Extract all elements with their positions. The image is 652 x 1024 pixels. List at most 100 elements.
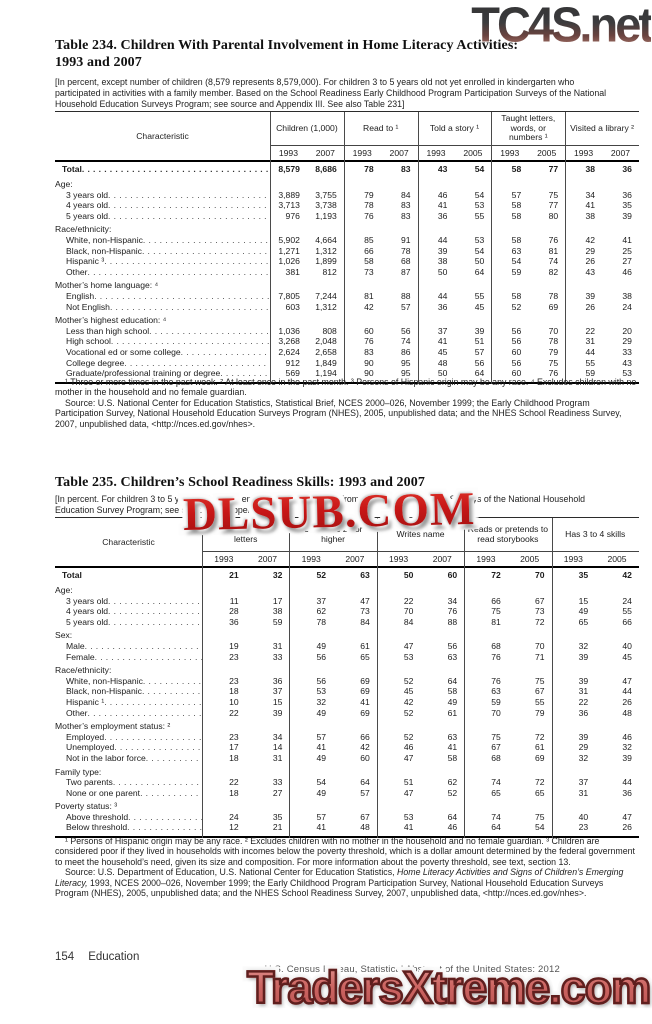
value-cell: [454, 179, 491, 190]
row-label: Less than high school: [66, 325, 150, 336]
value-cell: [344, 315, 381, 326]
column-divider: [491, 112, 493, 384]
value-cell: 47: [403, 640, 414, 651]
row-label-cell: 5 years old . . . . . . . . . . . . . . …: [55, 617, 202, 628]
value-cell: 42: [622, 570, 632, 580]
value-cell: 83: [401, 210, 411, 221]
row-label: 4 years old: [66, 200, 109, 211]
table-234-source-text: Source: U.S. National Center for Educati…: [55, 397, 622, 429]
value-cell: 54: [511, 256, 522, 267]
value-cell: 40: [622, 640, 632, 651]
value-cell: 24: [622, 301, 632, 312]
value-cell: 79: [534, 707, 545, 718]
value-cell: 39: [622, 752, 632, 763]
value-cell: 65: [578, 616, 589, 627]
table-row: None or one parent . . . . . . . . . . .…: [55, 788, 639, 799]
value-cell: 39: [622, 210, 632, 221]
value-cell: 69: [360, 686, 370, 697]
dot-leader: . . . . . . . . . . . . . . . . . . . . …: [124, 357, 270, 368]
table-header: Characteristic Recognizes all lettersCoun…: [55, 518, 639, 568]
dot-leader: . . . . . . . . . . . . . . . . . . . . …: [109, 301, 270, 312]
value-cell: [464, 665, 508, 676]
value-cell: 75: [491, 606, 501, 617]
value-cell: [528, 315, 565, 326]
row-values: 23 33 56 65 53 63 76 71 39 45: [202, 652, 639, 663]
row-values: 23 34 57 66 52 63 75 72 39 46: [202, 732, 639, 743]
column-divider: [551, 518, 553, 839]
year-header: 1993: [574, 148, 594, 158]
value-cell: 55: [534, 696, 545, 707]
value-cell: 31: [272, 752, 283, 763]
value-cell: 55: [474, 290, 485, 301]
value-cell: 67: [360, 811, 370, 822]
value-cell: 58: [511, 200, 522, 211]
value-cell: [377, 801, 421, 812]
value-cell: 40: [578, 811, 589, 822]
year-header: 1993: [389, 554, 409, 564]
value-cell: 73: [364, 266, 374, 277]
value-cell: 90: [364, 368, 374, 379]
value-cell: 41: [447, 742, 458, 753]
page-footer-left: 154 Education: [55, 951, 139, 963]
row-label-cell: Above threshold . . . . . . . . . . . . …: [55, 812, 202, 823]
row-label-cell: Mother’s employment status: ²: [55, 721, 202, 732]
value-cell: [508, 801, 552, 812]
value-cell: 17: [229, 742, 239, 753]
value-cell: 54: [316, 777, 327, 788]
value-cell: 32: [272, 570, 283, 580]
value-cell: 54: [474, 189, 485, 200]
dot-leader: . . . . . . . . . . . . . . . . . . . . …: [108, 189, 270, 200]
value-cell: 57: [474, 346, 485, 357]
value-cell: 77: [548, 200, 559, 211]
row-values: [270, 179, 639, 190]
value-cell: [602, 280, 639, 291]
row-label-cell: Less than high school . . . . . . . . . …: [55, 326, 270, 337]
dot-leader: . . . . . . . . . . . . . . . . . . . . …: [180, 346, 270, 357]
column-divider: [289, 518, 291, 839]
value-cell: 41: [437, 336, 448, 347]
row-label-cell: Hispanic ¹ . . . . . . . . . . . . . . .…: [55, 697, 202, 708]
value-cell: 44: [437, 290, 448, 301]
row-values: 603 1,312 42 57 36 45 52 69 26 24: [270, 302, 639, 313]
value-cell: 23: [578, 822, 589, 833]
year-header: 2007: [432, 554, 452, 564]
value-cell: 10: [229, 696, 239, 707]
value-cell: 23: [229, 675, 239, 686]
value-cell: [289, 801, 333, 812]
value-cell: 57: [511, 189, 522, 200]
value-cell: 72: [534, 731, 545, 742]
table-row: Other . . . . . . . . . . . . . . . . . …: [55, 708, 639, 719]
value-cell: 2,658: [315, 346, 337, 357]
row-values: 19 31 49 61 47 56 68 70 32 40: [202, 641, 639, 652]
row-label: Unemployed: [66, 742, 115, 753]
value-cell: 87: [401, 266, 411, 277]
value-cell: 11: [229, 595, 239, 606]
value-cell: 32: [578, 752, 589, 763]
value-cell: 38: [272, 606, 283, 617]
value-cell: 7,805: [278, 290, 300, 301]
value-cell: 12: [229, 822, 239, 833]
value-cell: [344, 179, 381, 190]
table-row: 4 years old . . . . . . . . . . . . . . …: [55, 606, 639, 617]
dot-leader: . . . . . . . . . . . . . . . . . . . . …: [84, 640, 202, 651]
value-cell: 37: [272, 686, 283, 697]
table-234-headnote: [In percent, except number of children (…: [55, 77, 607, 109]
value-cell: 5,902: [278, 234, 300, 245]
group-label-row: Children (1,000) Read to ¹ Told a story ¹ T…: [270, 112, 639, 146]
dot-leader: . . . . . . . . . . . . . . . . . . . . …: [104, 256, 270, 267]
row-label: 4 years old: [66, 606, 109, 617]
row-values: 18 27 49 57 47 52 65 65 31 36: [202, 788, 639, 799]
value-cell: [528, 280, 565, 291]
value-cell: [595, 767, 639, 778]
row-values: 381 812 73 87 50 64 59 82 43 46: [270, 267, 639, 278]
watermark-dlsub-text: DLSUB.COM: [182, 482, 476, 542]
value-cell: [381, 315, 418, 326]
value-cell: [377, 767, 421, 778]
value-cell: [464, 801, 508, 812]
dot-leader: . . . . . . . . . . . . . . . . . . . . …: [87, 707, 203, 718]
value-cell: 41: [585, 200, 596, 211]
value-cell: 20: [622, 325, 632, 336]
row-label: Employed: [66, 731, 105, 742]
value-cell: 54: [534, 822, 545, 833]
